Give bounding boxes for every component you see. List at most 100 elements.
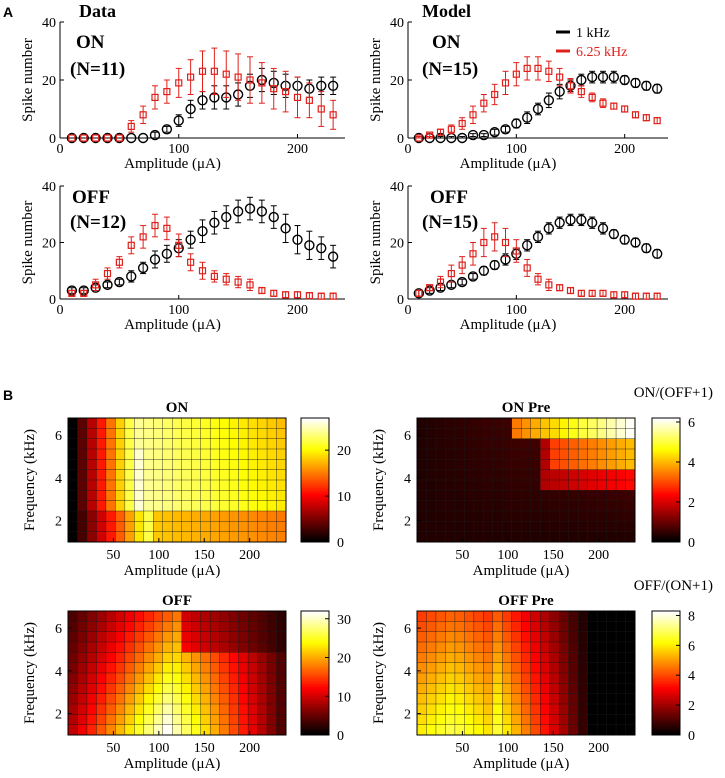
heatmap-cell bbox=[181, 693, 192, 705]
data-point-1khz bbox=[149, 254, 161, 265]
heatmap-cell bbox=[238, 448, 249, 460]
colorbar-frame bbox=[651, 610, 681, 736]
heatmap-cell bbox=[228, 469, 240, 481]
heatmap-cell bbox=[577, 490, 589, 502]
heatmap-cell bbox=[276, 662, 287, 674]
heatmap-cell bbox=[625, 438, 636, 450]
heatmap-cell bbox=[540, 448, 551, 460]
data-point-625khz bbox=[501, 238, 510, 247]
heatmap-cell bbox=[454, 641, 465, 653]
heatmap-cell bbox=[238, 428, 249, 440]
heatmap-cell bbox=[558, 621, 570, 633]
heatmap-cell bbox=[473, 438, 484, 450]
data-point-625khz bbox=[270, 85, 278, 93]
data-point-625khz bbox=[163, 87, 171, 96]
data-point-625khz bbox=[631, 292, 640, 300]
heatmap-cell bbox=[191, 459, 202, 471]
heatmap-cell bbox=[502, 693, 513, 705]
heatmap-title: ON Pre bbox=[502, 400, 551, 416]
heatmap-cell bbox=[228, 521, 240, 533]
y-axis-label: Spike number bbox=[368, 201, 384, 285]
data-point-1khz bbox=[489, 259, 500, 271]
heatmap-cell bbox=[502, 662, 513, 674]
heatmap-cell bbox=[257, 652, 268, 664]
heatmap-cell bbox=[540, 479, 551, 491]
heatmap-cell bbox=[473, 469, 484, 481]
heatmap-cell bbox=[209, 438, 221, 450]
colorbar-frame bbox=[300, 610, 330, 736]
x-tick-label: 50 bbox=[455, 741, 469, 756]
colorbar-segment bbox=[652, 650, 680, 653]
heatmap-cell bbox=[587, 621, 598, 633]
heatmap-cell bbox=[115, 662, 126, 674]
heatmap-cell bbox=[558, 672, 570, 684]
heatmap-cell bbox=[445, 662, 456, 674]
x-tick-label: 200 bbox=[287, 303, 308, 318]
heatmap-cell bbox=[596, 510, 608, 522]
heatmap-cell bbox=[228, 652, 240, 664]
heatmap-cell bbox=[568, 521, 579, 533]
heatmap-cell bbox=[67, 610, 78, 622]
y-axis-label: Frequency (kHz) bbox=[371, 622, 387, 724]
data-point-625khz bbox=[523, 264, 531, 272]
heatmap-cell bbox=[615, 641, 627, 653]
heatmap-cell bbox=[181, 724, 192, 736]
heatmap-cell bbox=[200, 459, 211, 471]
heatmap-cell bbox=[473, 610, 484, 622]
heatmap-cell bbox=[464, 510, 475, 522]
heatmap-cell bbox=[596, 500, 608, 512]
heatmap-cell bbox=[200, 703, 211, 715]
heatmap-cell bbox=[238, 662, 249, 674]
heatmap-cell bbox=[435, 703, 446, 715]
heatmap-cell bbox=[276, 672, 287, 684]
colorbar-segment bbox=[652, 517, 680, 520]
data-point-625khz bbox=[222, 70, 230, 78]
heatmap-cell bbox=[511, 724, 522, 736]
data-point-1khz bbox=[641, 80, 652, 92]
x-tick-label: 100 bbox=[168, 142, 189, 157]
heatmap-cell bbox=[521, 490, 532, 502]
heatmap-cell bbox=[625, 500, 636, 512]
heatmap-cell bbox=[124, 693, 135, 705]
heatmap-cell bbox=[276, 531, 287, 543]
heatmap-cell bbox=[143, 621, 154, 633]
heatmap-cell bbox=[587, 672, 598, 684]
heatmap-cell bbox=[77, 438, 88, 450]
heatmap-cell bbox=[257, 448, 268, 460]
heatmap-cell bbox=[105, 621, 116, 633]
heatmap-cell bbox=[238, 459, 249, 471]
heatmap-cell bbox=[219, 500, 230, 512]
data-point-1khz bbox=[256, 206, 268, 217]
heatmap-cell bbox=[416, 652, 427, 664]
heatmap-cell bbox=[134, 693, 145, 705]
colorbar-segment bbox=[301, 611, 329, 614]
heatmap-cell bbox=[426, 631, 437, 643]
heatmap-cell bbox=[96, 417, 107, 429]
heatmap-cell bbox=[502, 714, 513, 726]
heatmap-cell bbox=[276, 459, 287, 471]
colorbar-segment bbox=[652, 434, 680, 438]
heatmap-cell bbox=[483, 631, 494, 643]
data-point-625khz bbox=[270, 289, 278, 297]
heatmap-cell bbox=[445, 641, 456, 653]
heatmap-cell bbox=[454, 417, 465, 429]
heatmap-cell bbox=[615, 438, 627, 450]
heatmap-cell bbox=[247, 521, 259, 533]
colorbar-segment bbox=[652, 482, 680, 485]
heatmap-cell bbox=[540, 469, 551, 481]
colorbar-label: ON/(OFF+1) bbox=[634, 385, 713, 401]
heatmap-cell bbox=[568, 610, 579, 622]
heatmap-cell bbox=[464, 469, 475, 481]
heatmap-cell bbox=[587, 662, 598, 674]
heatmap-cell bbox=[521, 448, 532, 460]
heatmap-cell bbox=[596, 621, 608, 633]
heatmap-cell bbox=[426, 531, 437, 543]
heatmap-cell bbox=[606, 693, 617, 705]
heatmap-cell bbox=[209, 448, 221, 460]
colorbar-segment bbox=[652, 722, 680, 726]
heatmap-cell bbox=[587, 428, 598, 440]
x-axis-label: Amplitude (μA) bbox=[124, 563, 221, 579]
colorbar-segment bbox=[652, 617, 680, 620]
heatmap-cell bbox=[266, 652, 278, 664]
heatmap-cell bbox=[416, 448, 427, 460]
